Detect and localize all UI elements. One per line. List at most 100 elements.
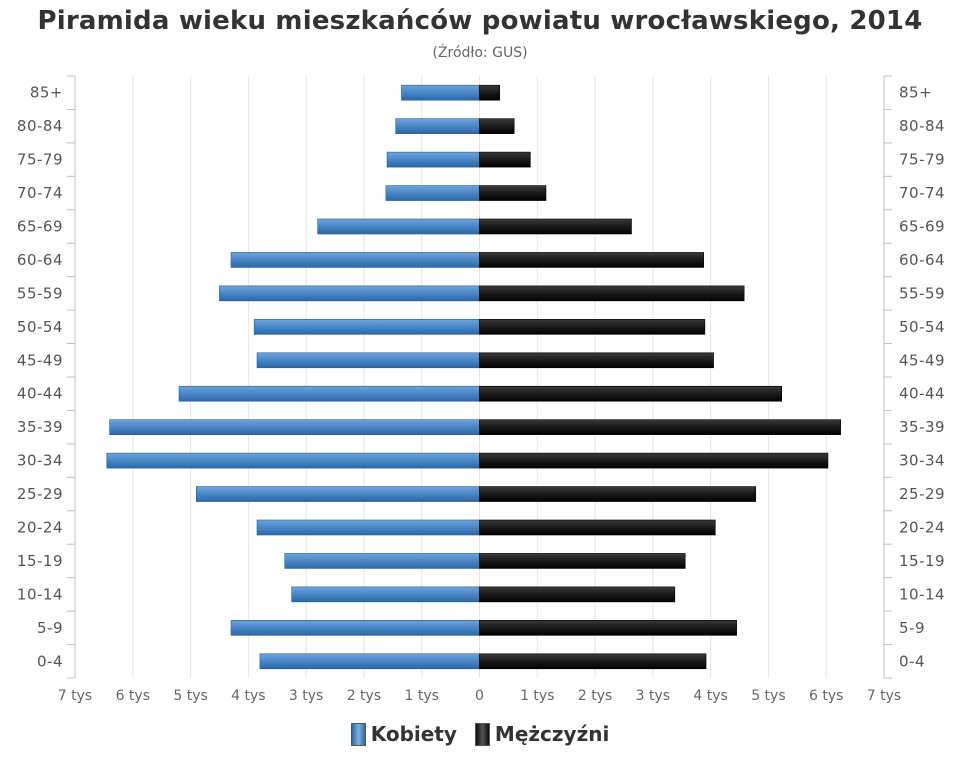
category-label-left: 45-49 [17,351,63,369]
x-tick-label: 4 tys [693,688,727,704]
category-label-left: 85+ [30,84,63,102]
category-label-right: 60-64 [899,251,945,269]
bar-men[interactable] [479,620,737,636]
bars [106,84,841,670]
bar-men[interactable] [479,352,714,369]
category-label-right: 65-69 [899,218,945,236]
legend-swatch-women [350,722,366,746]
chart-title: Piramida wieku mieszkańców powiatu wrocł… [37,6,923,36]
bar-women[interactable] [259,653,480,670]
labels: 7 tys 6 tys 5 tys 4 tys 3 tys 2 tys 1 tys 0 1 ty… [17,84,945,704]
category-label-left: 55-59 [17,284,63,302]
legend-label-men: Mężczyźni [494,722,610,746]
category-label-left: 25-29 [17,485,63,503]
category-label-right: 30-34 [899,452,945,470]
category-label-right: 0-4 [899,652,925,670]
x-tick-label: 6 tys [809,688,843,704]
category-label-left: 75-79 [17,151,63,169]
bar-women[interactable] [256,352,480,369]
chart-subtitle: (Źródło: GUS) [432,45,528,61]
category-label-left: 40-44 [17,385,63,403]
category-label-right: 75-79 [899,151,945,169]
legend-item-men[interactable]: Mężczyźni [474,722,610,746]
bar-women[interactable] [284,553,480,569]
x-tick-label: 0 [475,688,484,704]
bar-women[interactable] [386,151,480,168]
bar-men[interactable] [479,519,716,536]
bar-men[interactable] [479,185,547,201]
x-tick-label: 7 tys [867,688,901,704]
category-label-left: 50-54 [17,318,63,336]
bar-men[interactable] [479,118,515,134]
x-tick-label: 5 tys [751,688,785,704]
bar-women[interactable] [401,84,480,101]
bar-men[interactable] [479,84,501,101]
category-label-left: 80-84 [17,117,63,135]
bar-men[interactable] [479,419,841,435]
bar-men[interactable] [479,385,783,402]
category-label-right: 55-59 [899,284,945,302]
bar-women[interactable] [109,419,480,435]
category-label-right: 85+ [899,84,932,102]
bar-men[interactable] [479,252,705,268]
bar-women[interactable] [317,218,480,235]
bar-men[interactable] [479,151,531,168]
category-label-right: 25-29 [899,485,945,503]
category-label-right: 20-24 [899,519,945,537]
legend-item-women[interactable]: Kobiety [350,722,457,746]
category-label-left: 30-34 [17,452,63,470]
category-label-left: 5-9 [37,619,63,637]
bar-women[interactable] [385,185,480,201]
bar-women[interactable] [395,118,480,134]
bar-men[interactable] [479,586,676,603]
bar-women[interactable] [291,586,480,603]
bar-men[interactable] [479,319,706,335]
category-label-right: 40-44 [899,385,945,403]
x-tick-label: 2 tys [578,688,612,704]
x-tick-label: 6 tys [116,688,150,704]
legend-swatch-men [474,722,490,746]
bar-men[interactable] [479,285,745,302]
category-label-right: 5-9 [899,619,925,637]
x-tick-label: 5 tys [173,688,207,704]
x-tick-label: 1 tys [404,688,438,704]
bar-men[interactable] [479,486,757,502]
legend-label-women: Kobiety [370,722,457,746]
bar-women[interactable] [253,319,480,335]
legend: Kobiety Mężczyźni [0,722,960,746]
category-label-left: 35-39 [17,418,63,436]
category-label-right: 70-74 [899,184,945,202]
x-tick-label: 1 tys [520,688,554,704]
bar-men[interactable] [479,553,686,569]
x-tick-label: 3 tys [289,688,323,704]
x-tick-label: 3 tys [636,688,670,704]
category-label-right: 10-14 [899,585,945,603]
axes [67,75,892,679]
x-tick-label: 2 tys [347,688,381,704]
category-label-left: 65-69 [17,218,63,236]
category-label-left: 70-74 [17,184,63,202]
bar-women[interactable] [230,252,480,268]
category-label-right: 50-54 [899,318,945,336]
x-tick-label: 4 tys [231,688,265,704]
category-label-right: 35-39 [899,418,945,436]
bar-men[interactable] [479,653,707,670]
category-label-left: 10-14 [17,585,63,603]
bar-women[interactable] [106,452,480,469]
bar-men[interactable] [479,218,632,235]
bar-women[interactable] [196,486,480,502]
category-label-right: 80-84 [899,117,945,135]
bar-men[interactable] [479,452,829,469]
category-label-left: 60-64 [17,251,63,269]
bar-women[interactable] [256,519,480,536]
category-label-left: 15-19 [17,552,63,570]
category-label-right: 45-49 [899,351,945,369]
category-label-left: 20-24 [17,519,63,537]
bar-women[interactable] [230,620,480,636]
bar-women[interactable] [178,385,480,402]
category-label-left: 0-4 [37,652,63,670]
category-label-right: 15-19 [899,552,945,570]
x-tick-label: 7 tys [58,688,92,704]
bar-women[interactable] [219,285,480,302]
